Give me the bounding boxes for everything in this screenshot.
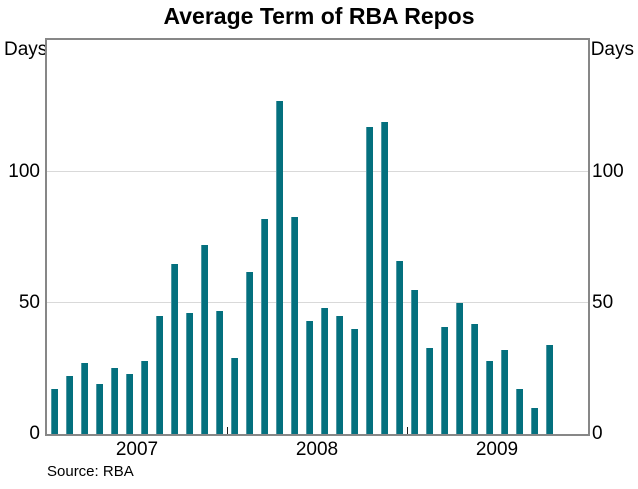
bar-oct-2007 bbox=[186, 313, 193, 434]
bar-mar-2008 bbox=[261, 219, 268, 434]
y-tick-label-left-100: 100 bbox=[8, 161, 40, 182]
y-axis-labels-right: 0 50 100 bbox=[592, 0, 638, 489]
x-axis-tick-2009 bbox=[407, 427, 408, 434]
bar-aug-2009 bbox=[516, 389, 523, 434]
y-tick-label-left-0: 0 bbox=[29, 423, 40, 444]
bar-jan-2007 bbox=[51, 389, 58, 434]
y-tick-label-right-100: 100 bbox=[592, 161, 624, 182]
bar-jan-2008 bbox=[231, 358, 238, 434]
bar-may-2009 bbox=[471, 324, 478, 434]
bar-nov-2007 bbox=[201, 245, 208, 434]
bar-apr-2008 bbox=[276, 101, 283, 434]
x-axis-label-2008: 2008 bbox=[295, 439, 339, 460]
bar-oct-2009 bbox=[546, 345, 553, 434]
bar-sep-2008 bbox=[351, 329, 358, 434]
bar-apr-2009 bbox=[456, 303, 463, 434]
bar-jun-2007 bbox=[126, 374, 133, 434]
bar-aug-2008 bbox=[336, 316, 343, 434]
y-tick-label-left-50: 50 bbox=[18, 292, 40, 313]
x-axis-tick-2008 bbox=[227, 427, 228, 434]
bar-jul-2008 bbox=[321, 308, 328, 434]
gridline-50 bbox=[47, 302, 588, 303]
x-axis-label-2009: 2009 bbox=[475, 439, 519, 460]
bar-mar-2009 bbox=[441, 327, 448, 434]
right-axis-unit-label: Days bbox=[590, 39, 634, 60]
gridline-100 bbox=[47, 171, 588, 172]
bar-jan-2009 bbox=[411, 290, 418, 434]
bar-jul-2009 bbox=[501, 350, 508, 434]
plot-area bbox=[45, 38, 590, 436]
bar-may-2008 bbox=[291, 217, 298, 434]
y-tick-label-right-50: 50 bbox=[592, 292, 614, 313]
y-axis-labels-left: 0 50 100 bbox=[0, 0, 40, 489]
bar-apr-2007 bbox=[96, 384, 103, 434]
bar-feb-2009 bbox=[426, 348, 433, 434]
bar-mar-2007 bbox=[81, 363, 88, 434]
bar-dec-2007 bbox=[216, 311, 223, 434]
bar-jul-2007 bbox=[141, 361, 148, 434]
bar-sep-2007 bbox=[171, 264, 178, 434]
y-tick-label-right-0: 0 bbox=[592, 423, 603, 444]
bar-feb-2008 bbox=[246, 272, 253, 434]
source-note: Source: RBA bbox=[47, 463, 134, 480]
bar-jun-2008 bbox=[306, 321, 313, 434]
bar-feb-2007 bbox=[66, 376, 73, 434]
chart-title: Average Term of RBA Repos bbox=[163, 3, 475, 29]
bar-nov-2008 bbox=[381, 122, 388, 434]
bar-may-2007 bbox=[111, 368, 118, 434]
bar-jun-2009 bbox=[486, 361, 493, 434]
left-axis-unit-label: Days bbox=[4, 39, 48, 60]
x-axis-label-2007: 2007 bbox=[115, 439, 159, 460]
bar-sep-2009 bbox=[531, 408, 538, 434]
bar-aug-2007 bbox=[156, 316, 163, 434]
bar-dec-2008 bbox=[396, 261, 403, 434]
bar-oct-2008 bbox=[366, 127, 373, 434]
